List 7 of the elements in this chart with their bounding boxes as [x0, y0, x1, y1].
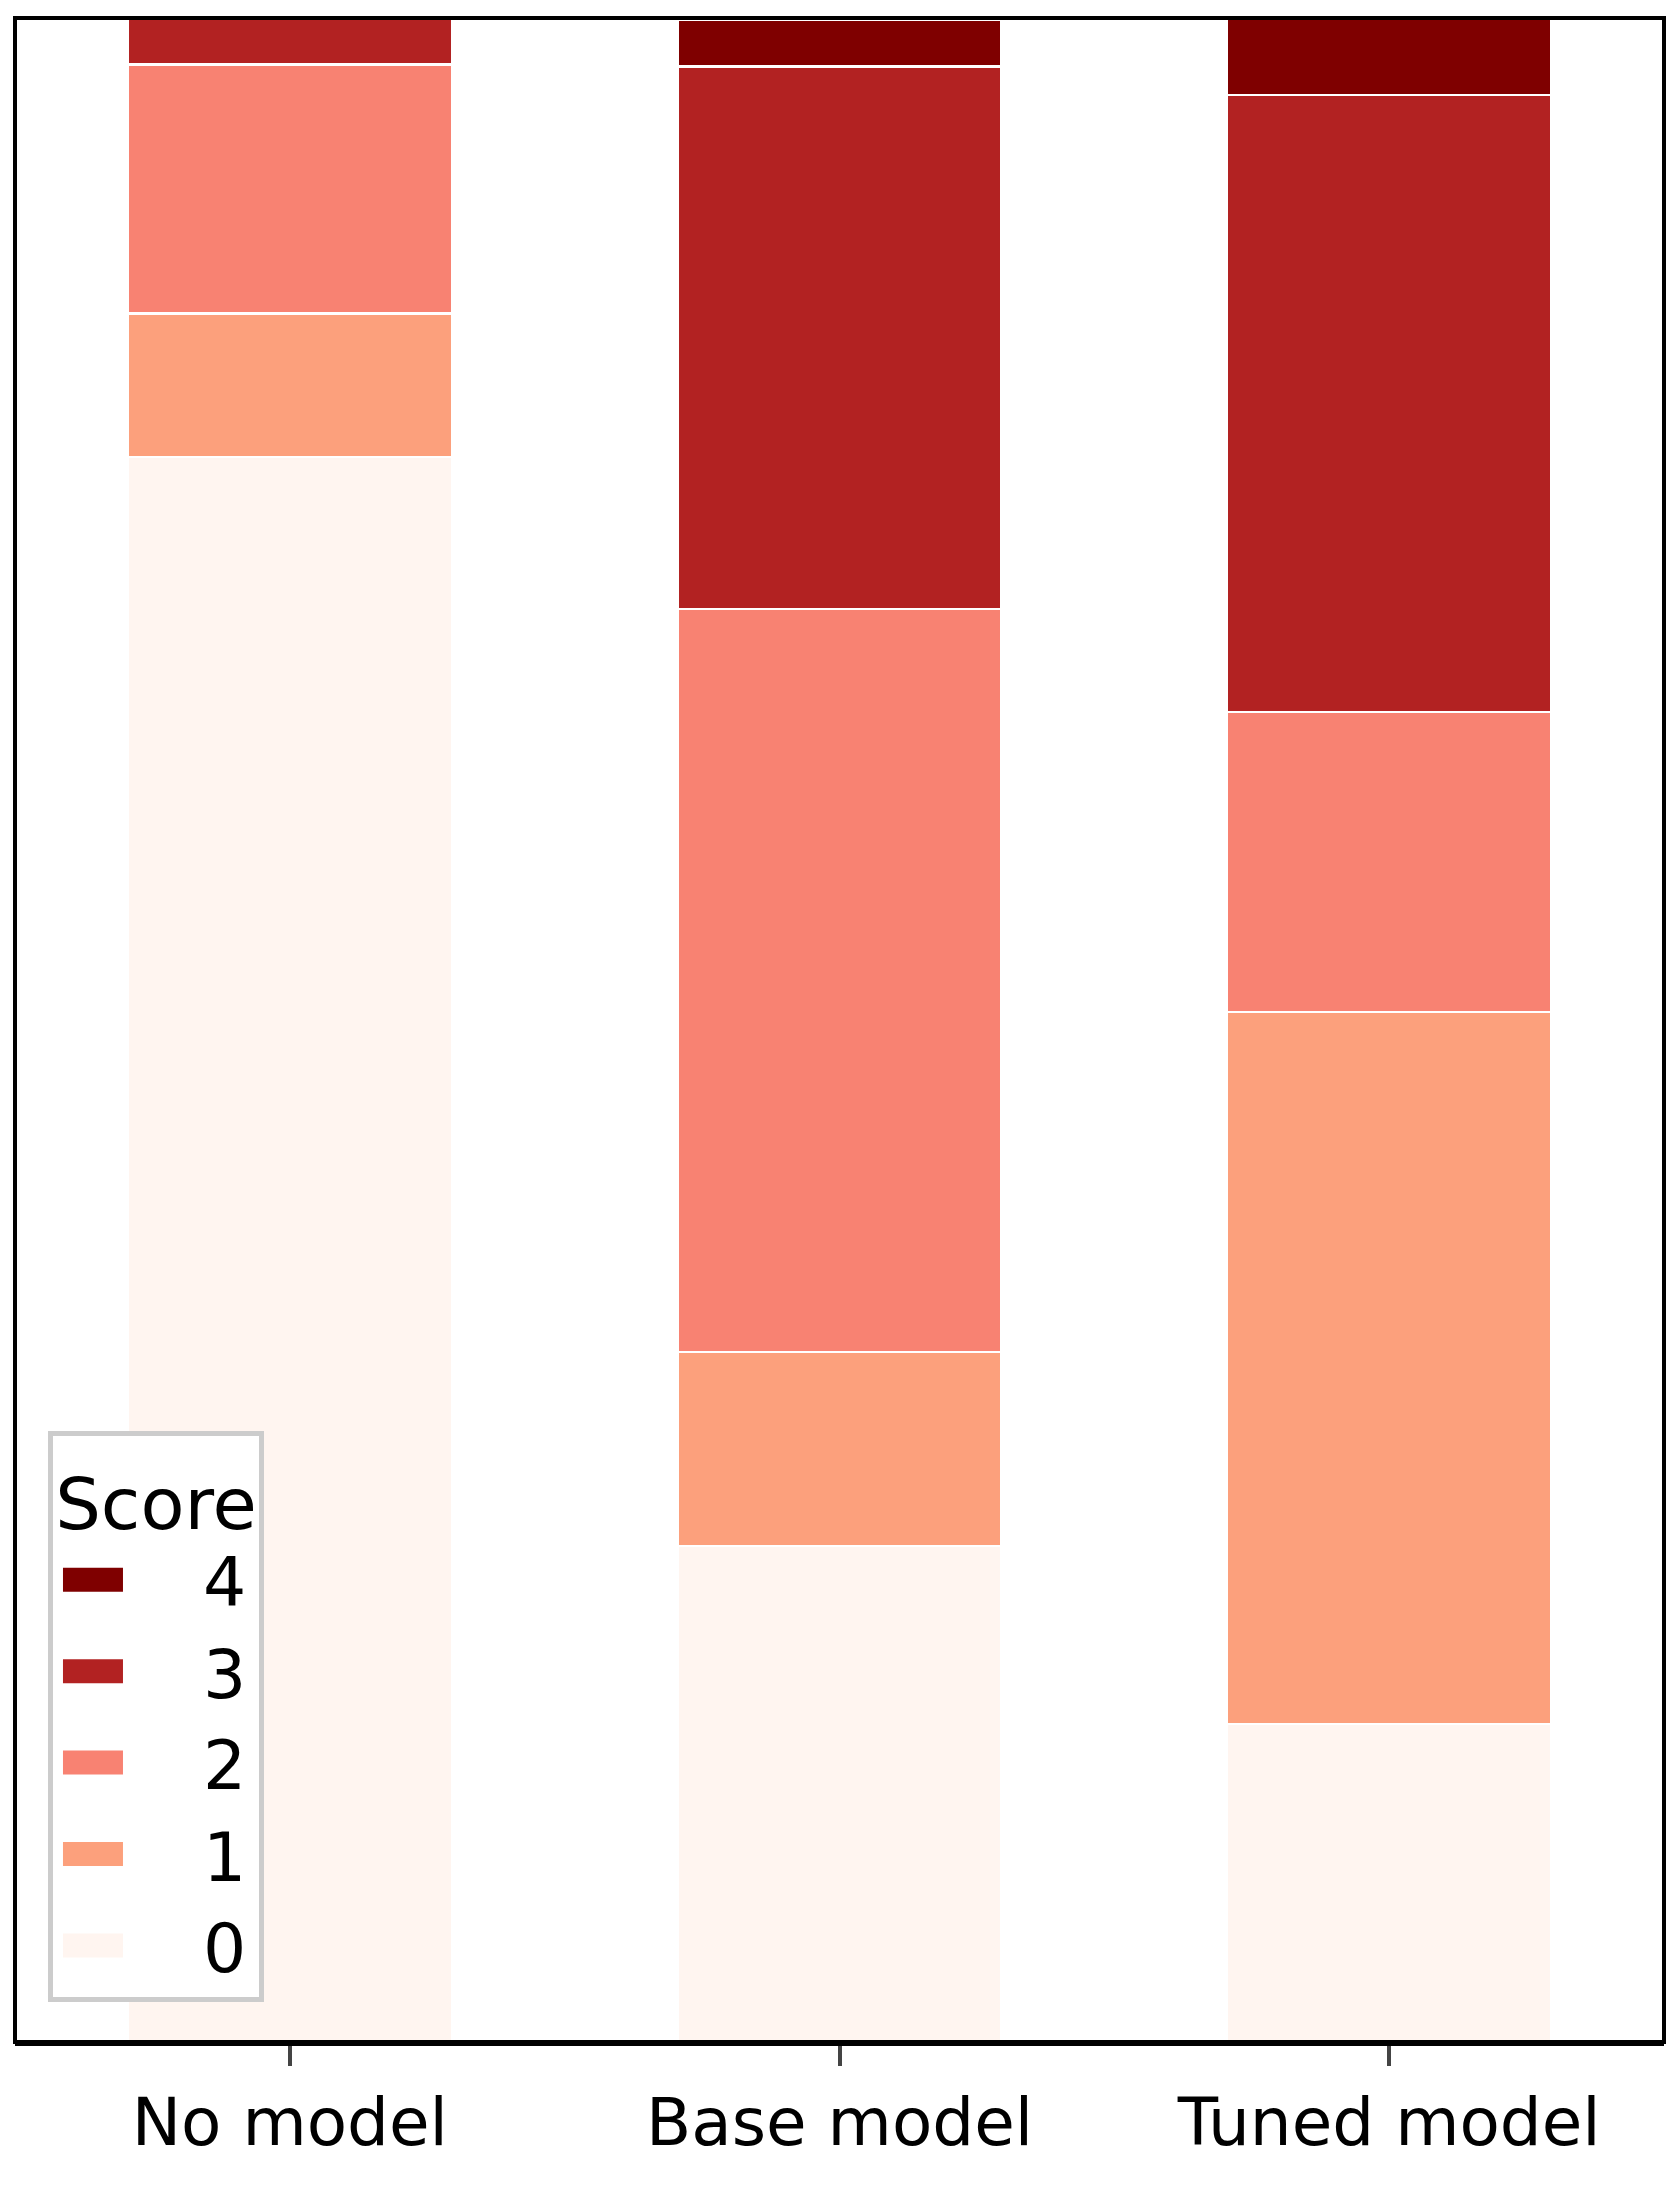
x-tick-label: Base model: [645, 2084, 1034, 2162]
legend-label: 3: [202, 1634, 247, 1714]
x-tick-label: No model: [131, 2084, 448, 2162]
legend-label: 0: [202, 1908, 247, 1988]
legend-label: 1: [202, 1817, 247, 1897]
x-tick-label: Tuned model: [1176, 2084, 1601, 2162]
legend-label: 2: [202, 1726, 247, 1806]
